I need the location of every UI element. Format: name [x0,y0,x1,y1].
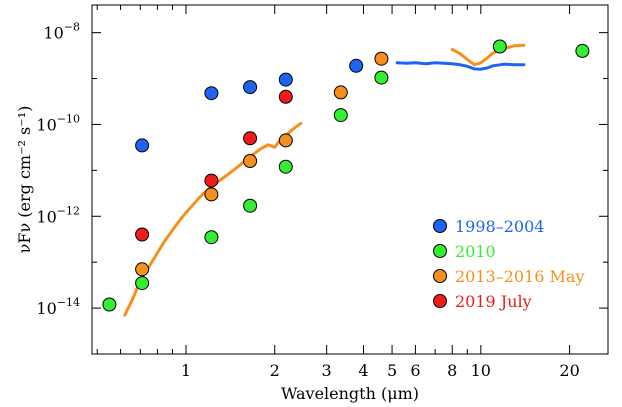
legend-marker [433,219,447,233]
data-point [349,58,364,73]
data-point [135,227,150,242]
spectrum-line-0-0 [395,61,526,71]
x-tick-label: 8 [447,361,457,380]
data-point [374,70,389,85]
data-point [333,108,348,123]
data-point [135,138,150,153]
x-tick-label: 6 [410,361,420,380]
data-point [135,276,150,291]
legend-marker [433,294,447,308]
legend-label: 2019 July [455,292,532,311]
x-tick-label: 10 [471,361,491,380]
legend-label: 2013–2016 May [455,267,584,286]
x-tick-labels: 1 2 3 4 5 6 8 10 20 [181,361,580,380]
data-point [243,154,258,168]
data-point [204,173,219,188]
x-tick-label: 2 [270,361,280,380]
legend-label: 1998–2004 [455,217,544,236]
y-axis-title: νFν (erg cm⁻² s⁻¹) [15,106,34,254]
axis-ticks [92,5,608,355]
plot-frame [91,4,609,355]
x-tick-label: 3 [322,361,332,380]
x-axis-title: Wavelength (μm) [281,384,419,403]
legend-marker [433,244,447,258]
data-point [204,230,219,245]
y-tick-base: 10 [36,299,56,318]
photometry-markers [102,39,590,312]
y-tick-exponent: −12 [57,204,80,217]
data-point [278,89,293,104]
y-tick-exponent: −8 [64,21,80,34]
data-point [204,187,219,202]
data-point [333,85,348,100]
legend-label: 2010 [455,242,496,261]
y-tick-label: 10−8 [43,21,80,43]
data-point [374,51,389,66]
data-point [135,262,150,277]
data-point [102,297,117,312]
y-tick-exponent: −14 [57,296,80,309]
y-tick-exponent: −10 [57,112,80,125]
x-tick-label: 5 [387,361,397,380]
x-tick-label: 4 [358,361,368,380]
y-tick-label: 10−14 [36,296,80,318]
legend: 1998–2004 2010 2013–2016 May 2019 July [433,217,584,311]
spectrum-line-2-0 [123,122,303,317]
y-tick-base: 10 [36,115,56,134]
data-point [243,80,258,95]
y-tick-label: 10−12 [36,204,80,226]
data-point [278,133,293,148]
data-point [243,131,258,146]
spectrum-line-2-1 [450,43,526,67]
y-tick-base: 10 [36,207,56,226]
x-tick-label: 1 [181,361,191,380]
data-point [278,159,293,174]
data-point [204,86,219,101]
data-point [243,198,258,213]
data-point [278,72,293,87]
x-tick-label: 20 [559,361,579,380]
y-tick-label: 10−10 [36,112,80,134]
data-point [492,39,507,54]
y-tick-base: 10 [43,24,63,43]
legend-marker [433,269,447,283]
data-point [575,43,590,58]
